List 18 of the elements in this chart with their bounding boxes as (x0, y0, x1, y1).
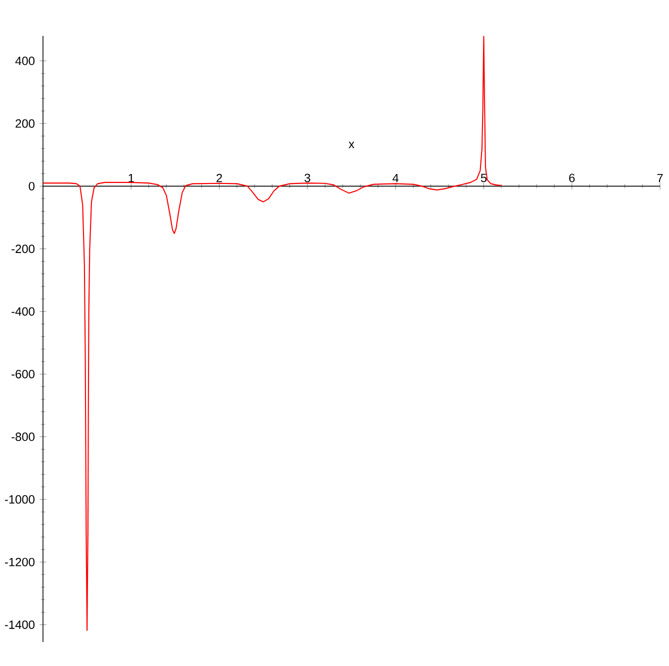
y-tick-label: -400 (12, 307, 35, 316)
x-tick-label: 6 (569, 174, 575, 182)
y-tick-label: -600 (12, 370, 35, 378)
x-tick-label: 2 (216, 174, 222, 182)
x-tick-label: 5 (480, 174, 487, 182)
y-tick-label: -800 (12, 432, 35, 442)
y-tick-label: 0 (28, 182, 35, 190)
y-tick-label: -1000 (4, 495, 35, 504)
x-tick-label: 4 (392, 174, 399, 182)
x-tick-label: 7 (657, 174, 663, 182)
x-axis-title: x (348, 142, 354, 148)
y-tick-label: -200 (12, 244, 35, 254)
y-tick-label: 200 (16, 119, 35, 128)
y-tick-label: -1400 (4, 620, 35, 630)
y-tick-label: -1200 (4, 558, 35, 566)
y-tick-label: 400 (15, 56, 35, 66)
x-tick-label: 3 (304, 174, 310, 182)
x-tick-label: 1 (128, 174, 134, 182)
